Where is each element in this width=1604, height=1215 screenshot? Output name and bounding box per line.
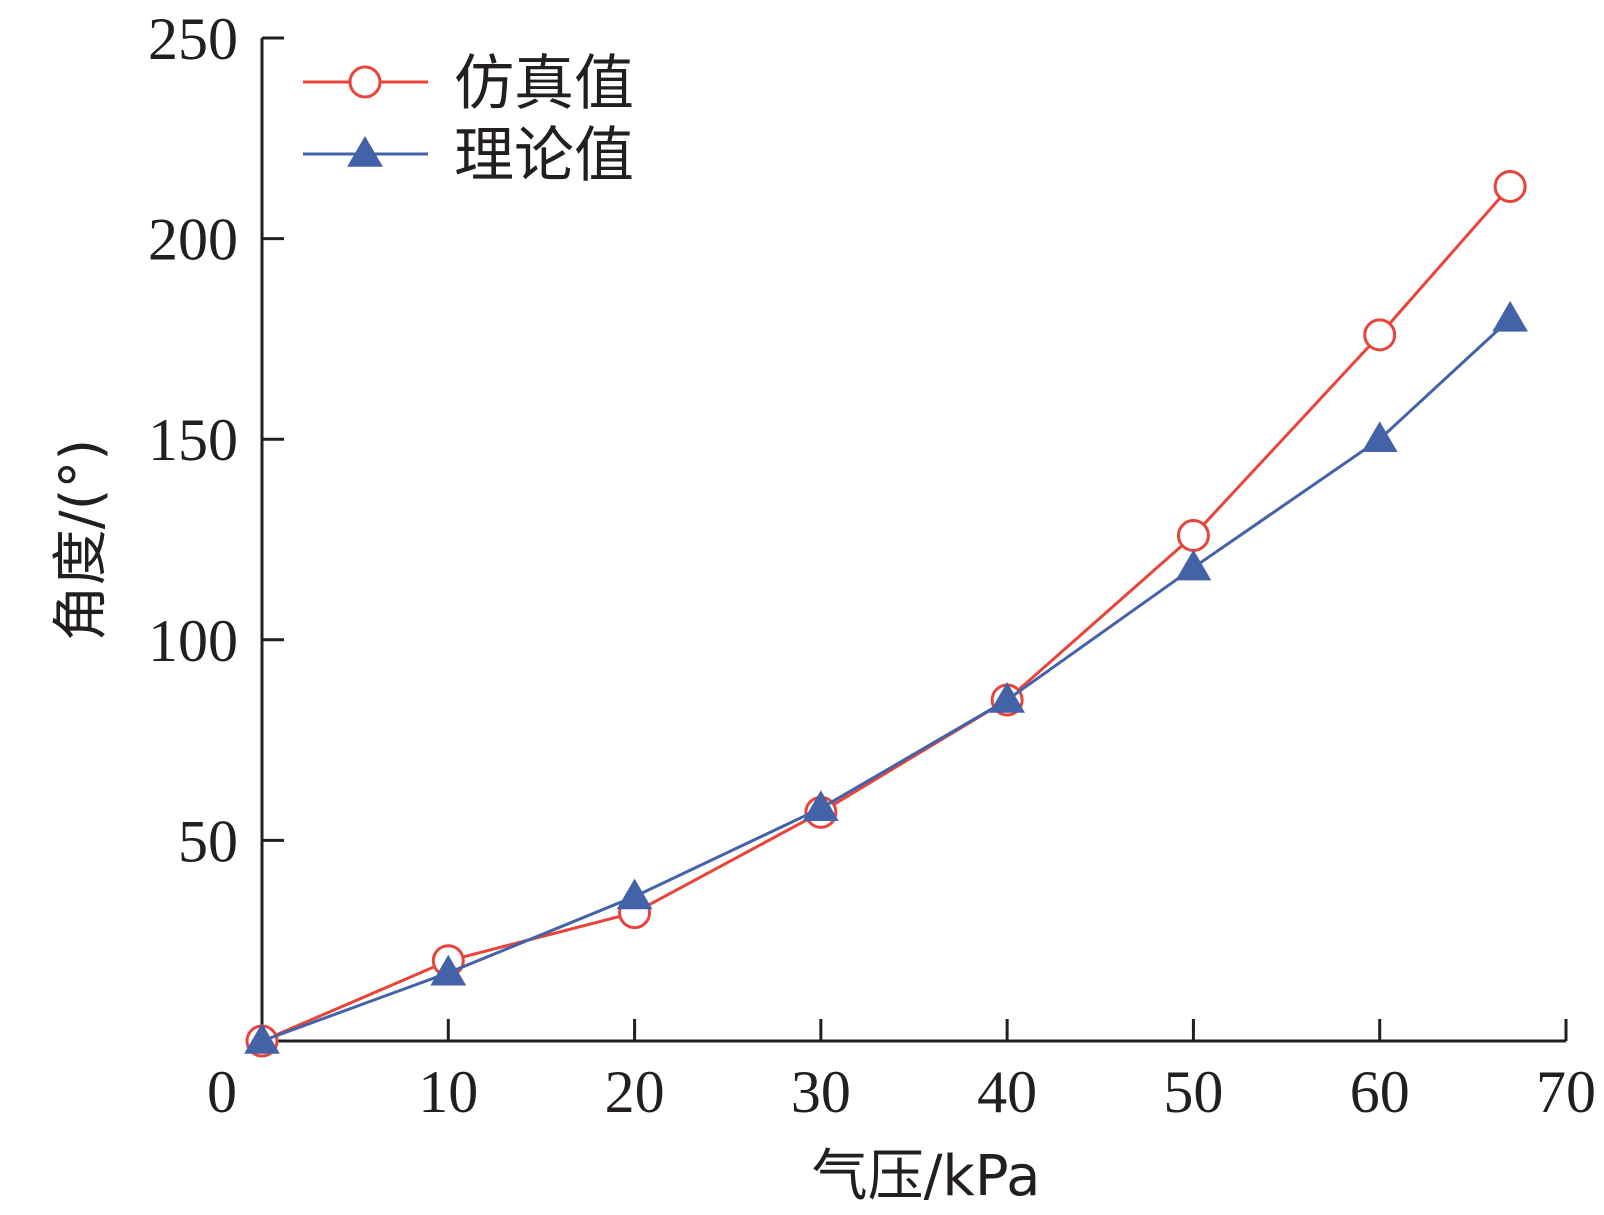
data-point <box>1176 518 1210 552</box>
data-point <box>1361 421 1398 452</box>
x-tick-label: 0 <box>207 1059 237 1125</box>
x-tick-label: 50 <box>1163 1059 1223 1125</box>
series-line <box>261 317 1512 1043</box>
legend-item: 仿真值 <box>303 49 634 119</box>
x-tick-label: 40 <box>977 1059 1037 1125</box>
series-group <box>244 300 1528 1054</box>
data-point <box>1493 169 1527 203</box>
data-point <box>616 878 653 910</box>
legend-marker <box>348 65 382 99</box>
x-tick-label: 30 <box>791 1059 851 1125</box>
legend-marker <box>347 136 383 167</box>
y-tick-label: 50 <box>178 808 238 874</box>
x-ticks: 0 10 20 30 40 50 60 70 <box>207 1019 1596 1125</box>
y-tick-label: 250 <box>148 6 238 72</box>
x-tick-label: 10 <box>418 1059 478 1125</box>
data-point <box>1363 318 1397 352</box>
y-axis-title: 角度/(°) <box>49 439 114 642</box>
y-ticks: 50 100 150 200 250 <box>148 6 284 874</box>
axes <box>260 38 1566 1043</box>
data-point <box>1175 549 1212 581</box>
x-tick-label: 70 <box>1536 1059 1596 1125</box>
legend-item: 理论值 <box>303 121 634 191</box>
y-tick-label: 100 <box>148 608 238 674</box>
data-point <box>989 681 1026 713</box>
data-point <box>802 790 839 822</box>
series-group <box>245 169 1527 1058</box>
x-tick-label: 60 <box>1350 1059 1410 1125</box>
series-layer <box>244 169 1528 1058</box>
y-tick-label: 200 <box>148 207 238 273</box>
series-line <box>261 185 1512 1043</box>
y-tick-label: 150 <box>148 407 238 473</box>
legend-label: 仿真值 <box>454 49 634 119</box>
data-point <box>1492 300 1528 332</box>
data-point <box>430 954 467 986</box>
data-point <box>244 1023 280 1054</box>
legend-label: 理论值 <box>454 121 634 191</box>
x-axis-title: 气压/kPa <box>812 1144 1041 1209</box>
x-tick-label: 20 <box>605 1059 665 1125</box>
